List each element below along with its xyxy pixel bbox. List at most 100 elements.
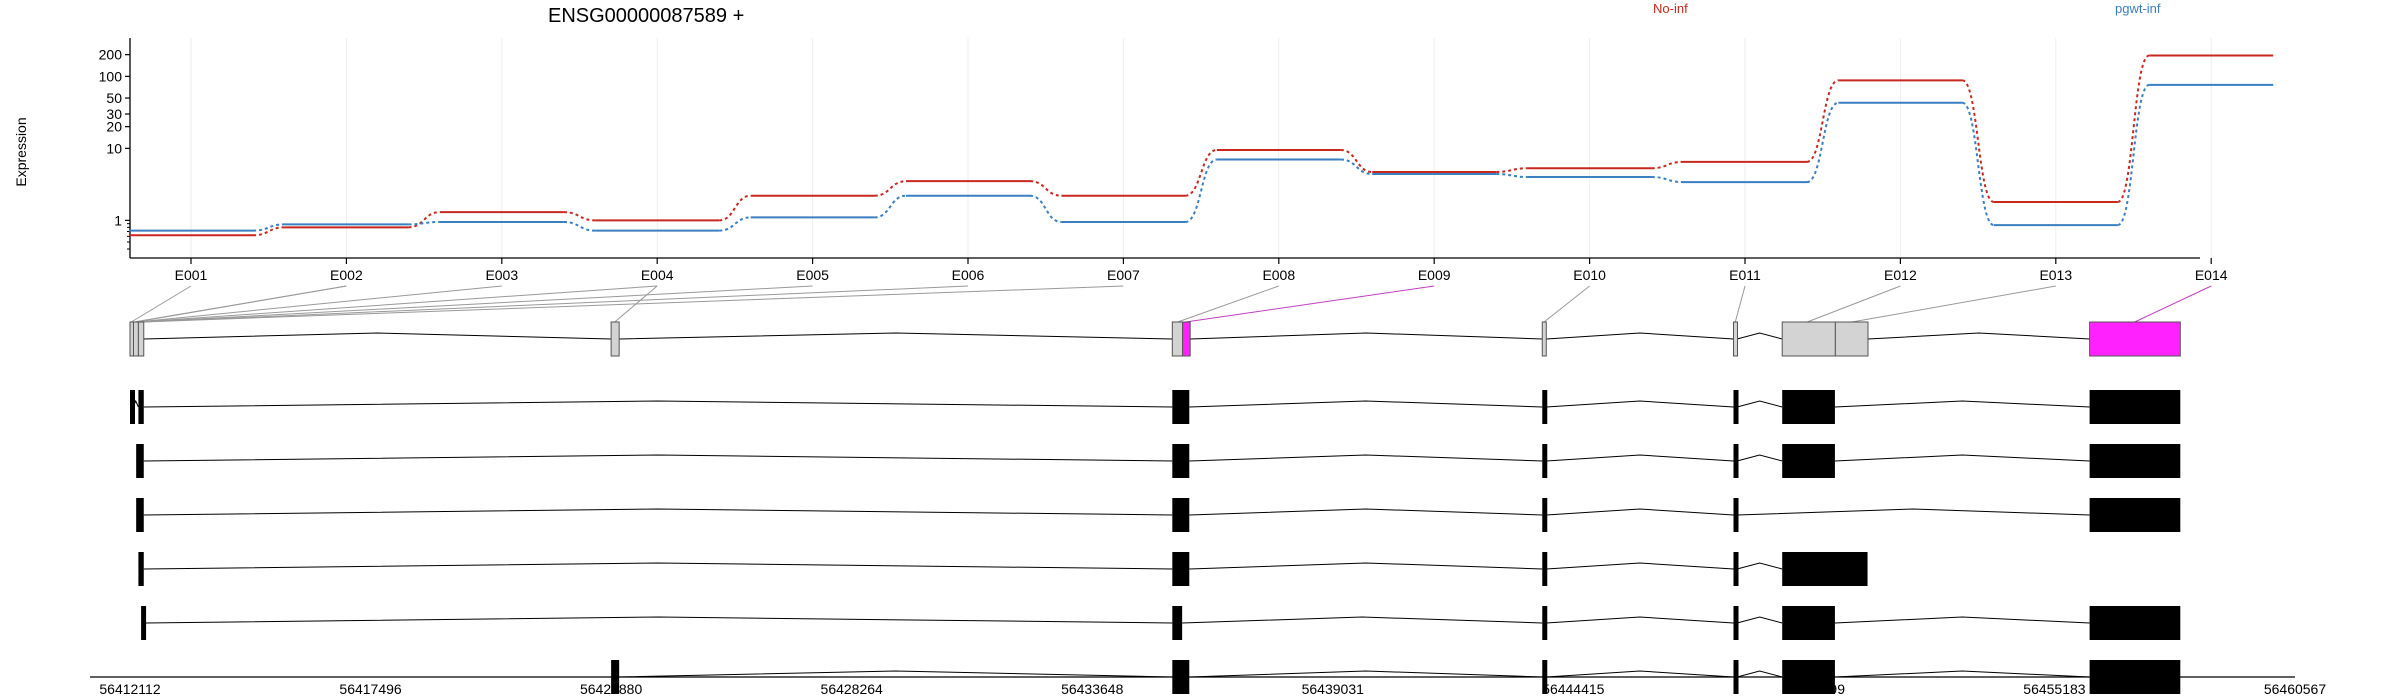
connector-e005 xyxy=(139,285,813,323)
connector-e014 xyxy=(2134,285,2212,323)
intron xyxy=(1736,670,1783,678)
exon-bin xyxy=(1781,321,1836,357)
connector-e012 xyxy=(1807,285,1901,323)
genomic-tick-label: 56428264 xyxy=(821,681,884,697)
x-tick-label-e008: E008 xyxy=(1262,267,1295,283)
intron xyxy=(619,332,1173,340)
exon-block xyxy=(138,552,144,586)
x-tick-label-e007: E007 xyxy=(1107,267,1140,283)
exon-block xyxy=(1733,498,1739,532)
genomic-tick-label: 56444415 xyxy=(1542,681,1605,697)
connector-e001 xyxy=(130,285,192,323)
intron xyxy=(1737,508,2090,516)
exon-block xyxy=(138,390,144,424)
x-tick-label-e013: E013 xyxy=(2039,267,2072,283)
exon-block xyxy=(1172,444,1190,478)
series-connector xyxy=(1961,79,1995,203)
genomic-tick-label: 56455183 xyxy=(2023,681,2086,697)
series-connector xyxy=(1806,101,1839,184)
series-connector xyxy=(1029,180,1062,197)
y-tick-label: 10 xyxy=(106,140,122,156)
exon-block xyxy=(2089,606,2181,640)
x-tick-label-e012: E012 xyxy=(1884,267,1917,283)
series-connector xyxy=(1185,148,1218,197)
x-tick-label-e011: E011 xyxy=(1729,267,1761,283)
genomic-tick-label: 56449799 xyxy=(1783,681,1846,697)
y-tick-label: 50 xyxy=(106,90,122,106)
connector-e010 xyxy=(1543,285,1590,323)
legend-pgwt-inf: pgwt-inf xyxy=(2115,1,2161,16)
intron xyxy=(1834,454,2090,462)
intron xyxy=(143,562,1173,570)
exon-block xyxy=(2089,498,2181,532)
intron xyxy=(1189,508,1543,516)
intron xyxy=(1736,332,1783,340)
y-tick-label: 1 xyxy=(114,212,122,228)
gridlines xyxy=(190,38,2212,258)
intron xyxy=(1736,454,1783,462)
exon-bin xyxy=(1171,321,1184,357)
exon-block xyxy=(1172,552,1190,586)
exon-block xyxy=(1733,606,1739,640)
exon-block xyxy=(1542,552,1548,586)
intron xyxy=(1546,400,1734,408)
transcript-1 xyxy=(130,390,2181,424)
x-tick-label-e004: E004 xyxy=(641,267,674,283)
exon-block xyxy=(1172,498,1190,532)
connector-e011 xyxy=(1734,285,1746,323)
exon-bin xyxy=(1541,321,1547,357)
series-connector xyxy=(874,194,907,219)
collapsed-gene-model xyxy=(129,321,2181,357)
intron xyxy=(1190,332,1543,340)
series-connector xyxy=(719,216,751,232)
intron xyxy=(1736,616,1783,624)
x-tick-label-e009: E009 xyxy=(1418,267,1451,283)
x-tick-label-e014: E014 xyxy=(2195,267,2228,283)
series-No-inf xyxy=(129,54,2274,237)
series-connector xyxy=(1340,148,1373,173)
transcript-4 xyxy=(138,552,1868,586)
series-connector xyxy=(2117,83,2150,227)
genomic-tick-label: 56417496 xyxy=(339,681,402,697)
series-connector xyxy=(408,220,440,226)
connector-e008 xyxy=(1177,285,1279,323)
intron xyxy=(143,508,1173,516)
series-connector xyxy=(1340,158,1373,176)
series-connector xyxy=(1961,101,1995,227)
exon-block xyxy=(1542,606,1548,640)
y-tick-label: 20 xyxy=(106,119,122,135)
exon-block xyxy=(1733,552,1739,586)
transcript-3 xyxy=(136,498,2181,532)
connector-e009 xyxy=(1185,285,1435,323)
intron xyxy=(619,670,1173,678)
y-axis-label: Expression xyxy=(13,117,29,186)
y-tick-label: 200 xyxy=(99,47,123,63)
series-connector xyxy=(1496,167,1528,173)
intron xyxy=(1867,332,2090,340)
exon-block xyxy=(1172,606,1183,640)
connector-e004 xyxy=(138,285,658,323)
intron xyxy=(145,616,1173,624)
genomic-tick-label: 56412112 xyxy=(99,681,160,697)
connector-e003 xyxy=(136,285,502,323)
transcript-2 xyxy=(136,444,2181,478)
x-tick-label-e001: E001 xyxy=(175,267,208,283)
series-connector xyxy=(719,194,751,222)
exon-block xyxy=(1172,390,1190,424)
chart-title: ENSG00000087589 + xyxy=(548,5,744,27)
connector-e013 xyxy=(1851,285,2056,323)
exon-block xyxy=(1782,606,1835,640)
exon-bin xyxy=(1182,321,1191,357)
expression-series xyxy=(129,54,2274,237)
intron xyxy=(143,400,1173,408)
series-connector xyxy=(563,211,596,222)
intron xyxy=(1189,400,1543,408)
x-tick-label-e006: E006 xyxy=(952,267,985,283)
intron xyxy=(1546,508,1734,516)
transcript-models xyxy=(129,321,2181,694)
genomic-tick-label: 56422880 xyxy=(580,681,643,697)
intron xyxy=(1834,670,2090,678)
intron xyxy=(1189,454,1543,462)
